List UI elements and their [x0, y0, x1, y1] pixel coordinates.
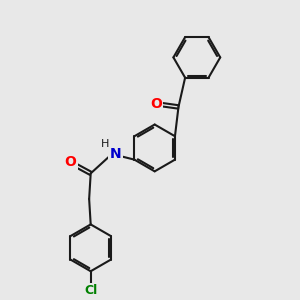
Text: N: N: [110, 147, 122, 161]
Text: H: H: [101, 139, 109, 149]
Text: O: O: [150, 97, 162, 111]
Text: O: O: [64, 155, 76, 170]
Text: Cl: Cl: [84, 284, 97, 297]
